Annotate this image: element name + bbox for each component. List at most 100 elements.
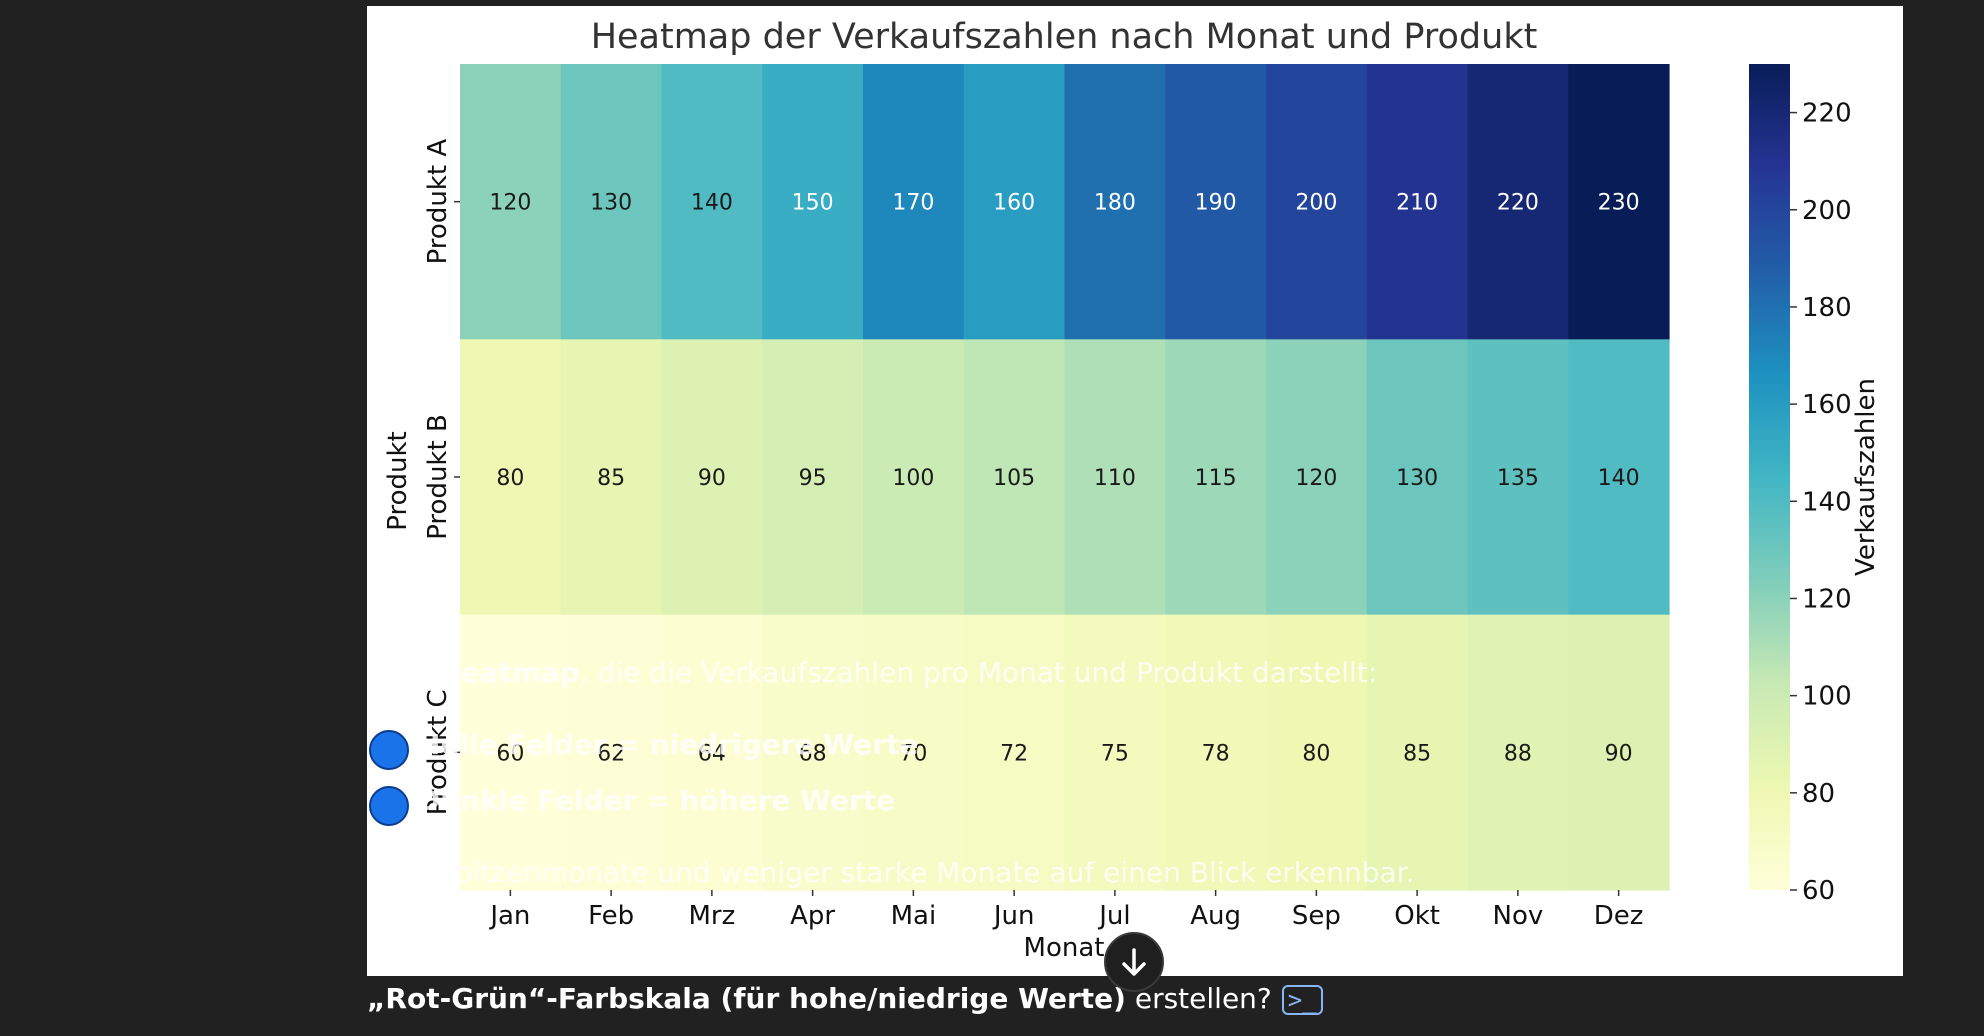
colorbar-tick-label: 220 (1802, 99, 1852, 129)
cell-value-label: 85 (1403, 741, 1431, 766)
cell-value-label: 120 (489, 191, 531, 216)
heatmap-cell (863, 64, 965, 340)
cell-value-label: 120 (1295, 466, 1337, 491)
cell-value-label: 180 (1094, 191, 1136, 216)
heatmap-cell (963, 614, 1066, 891)
cell-value-label: 200 (1295, 191, 1337, 216)
colorbar-tick-label: 140 (1802, 487, 1852, 517)
cell-value-label: 95 (799, 466, 827, 491)
overlay-line-1-bold: Heatmap (437, 656, 580, 689)
heatmap-cell (762, 614, 864, 891)
heatmap-cell (560, 64, 663, 340)
heatmap-cell (1568, 64, 1670, 340)
heatmap-cell (963, 339, 1066, 616)
cell-value-label: 78 (1202, 741, 1230, 766)
heatmap-cell (1064, 64, 1166, 340)
heatmap-cell (762, 64, 864, 340)
y-axis-label: Produkt (383, 431, 413, 530)
heatmap-cell (863, 339, 965, 616)
heatmap-cell (1064, 614, 1166, 891)
overlay-line-1-rest: , die die Verkaufszahlen pro Monat und P… (580, 656, 1377, 689)
x-tick-label: Nov (1493, 901, 1544, 931)
cell-value-label: 115 (1195, 466, 1237, 491)
chat-bold-text: „Rot-Grün“-Farbskala (für hohe/niedrige … (367, 982, 1126, 1015)
x-tick-label: Aug (1190, 901, 1241, 931)
cell-value-label: 140 (691, 191, 733, 216)
blue-circle-icon (369, 730, 409, 770)
heatmap-cell (460, 614, 562, 891)
colorbar-tick-label: 80 (1802, 779, 1835, 809)
cell-value-label: 150 (792, 191, 834, 216)
cell-value-label: 85 (597, 466, 625, 491)
scroll-down-button[interactable] (1104, 932, 1164, 992)
cell-value-label: 68 (799, 741, 827, 766)
colorbar-label: Verkaufszahlen (1851, 378, 1881, 576)
heatmap-cell (863, 614, 965, 891)
heatmap-cell (1467, 64, 1569, 340)
heatmap-cell (661, 614, 763, 891)
heatmap-cell (1266, 64, 1368, 340)
x-tick-label: Apr (790, 901, 835, 931)
heatmap-cell (762, 339, 864, 616)
cell-value-label: 105 (993, 466, 1035, 491)
overlay-text: Heatmap, die die Verkaufszahlen pro Mona… (417, 656, 1415, 889)
y-tick-label: Produkt B (423, 414, 453, 540)
colorbar-tick-label: 180 (1802, 293, 1852, 323)
heatmap-chart: Heatmap der Verkaufszahlen nach Monat un… (369, 17, 1881, 963)
cell-value-label: 110 (1094, 466, 1136, 491)
blue-circle-icon (369, 786, 409, 826)
heatmap-cell (460, 339, 562, 616)
heatmap-cell (1266, 339, 1368, 616)
x-tick-label: Jan (488, 901, 530, 931)
colorbar-tick-label: 160 (1802, 390, 1852, 420)
overlay-line-3: Dunkle Felder = höhere Werte (417, 784, 895, 817)
colorbar-tick-label: 60 (1802, 876, 1835, 906)
heatmap-cell (1467, 339, 1569, 616)
x-tick-label: Dez (1594, 901, 1644, 931)
cell-value-label: 70 (899, 741, 927, 766)
x-tick-label: Sep (1292, 901, 1341, 931)
chart-panel: Heatmap der Verkaufszahlen nach Monat un… (367, 6, 1903, 976)
heatmap-cell (1366, 339, 1469, 616)
overlay-line-2: Helle Felder = niedrigere Werte (417, 728, 918, 761)
heatmap-cell (1266, 614, 1368, 891)
cell-value-label: 90 (1605, 741, 1633, 766)
cell-value-label: 170 (892, 191, 934, 216)
heatmap-cell (963, 64, 1066, 340)
heatmap-cell (1165, 339, 1267, 616)
cell-value-label: 100 (892, 466, 934, 491)
heatmap-cell (1568, 614, 1670, 891)
cell-value-label: 220 (1497, 191, 1539, 216)
cell-value-label: 210 (1396, 191, 1438, 216)
heatmap-cell (560, 339, 663, 616)
colorbar-tick-label: 120 (1802, 584, 1852, 614)
x-tick-label: Jun (992, 901, 1035, 931)
colorbar (1749, 64, 1790, 890)
heatmap-cell (460, 64, 562, 340)
x-tick-label: Mai (891, 901, 937, 931)
cell-value-label: 135 (1497, 466, 1539, 491)
cell-value-label: 72 (1000, 741, 1028, 766)
heatmap-cell (1568, 339, 1670, 616)
heatmap-cell (1366, 64, 1469, 340)
cell-value-label: 60 (496, 741, 524, 766)
cell-value-label: 75 (1101, 741, 1129, 766)
heatmap-cell (1165, 64, 1267, 340)
cell-value-label: 80 (1302, 741, 1330, 766)
overlay-line-4: Spitzenmonate und weniger starke Monate … (437, 856, 1415, 889)
colorbar-tick-label: 200 (1802, 196, 1852, 226)
x-tick-label: Okt (1394, 901, 1440, 931)
cell-value-label: 190 (1195, 191, 1237, 216)
chart-title: Heatmap der Verkaufszahlen nach Monat un… (591, 17, 1538, 57)
cell-value-label: 140 (1598, 466, 1640, 491)
x-tick-label: Jul (1097, 901, 1130, 931)
heatmap-cell (1366, 614, 1469, 891)
heatmap-cell (560, 614, 663, 891)
code-icon[interactable]: >_ (1281, 985, 1323, 1015)
overlay-line-1: Heatmap, die die Verkaufszahlen pro Mona… (437, 656, 1377, 689)
arrow-down-icon (1122, 948, 1146, 976)
heatmap-cell (1467, 614, 1569, 891)
x-tick-label: Feb (588, 901, 634, 931)
cell-value-label: 130 (1396, 466, 1438, 491)
heatmap-cell (1064, 339, 1166, 616)
